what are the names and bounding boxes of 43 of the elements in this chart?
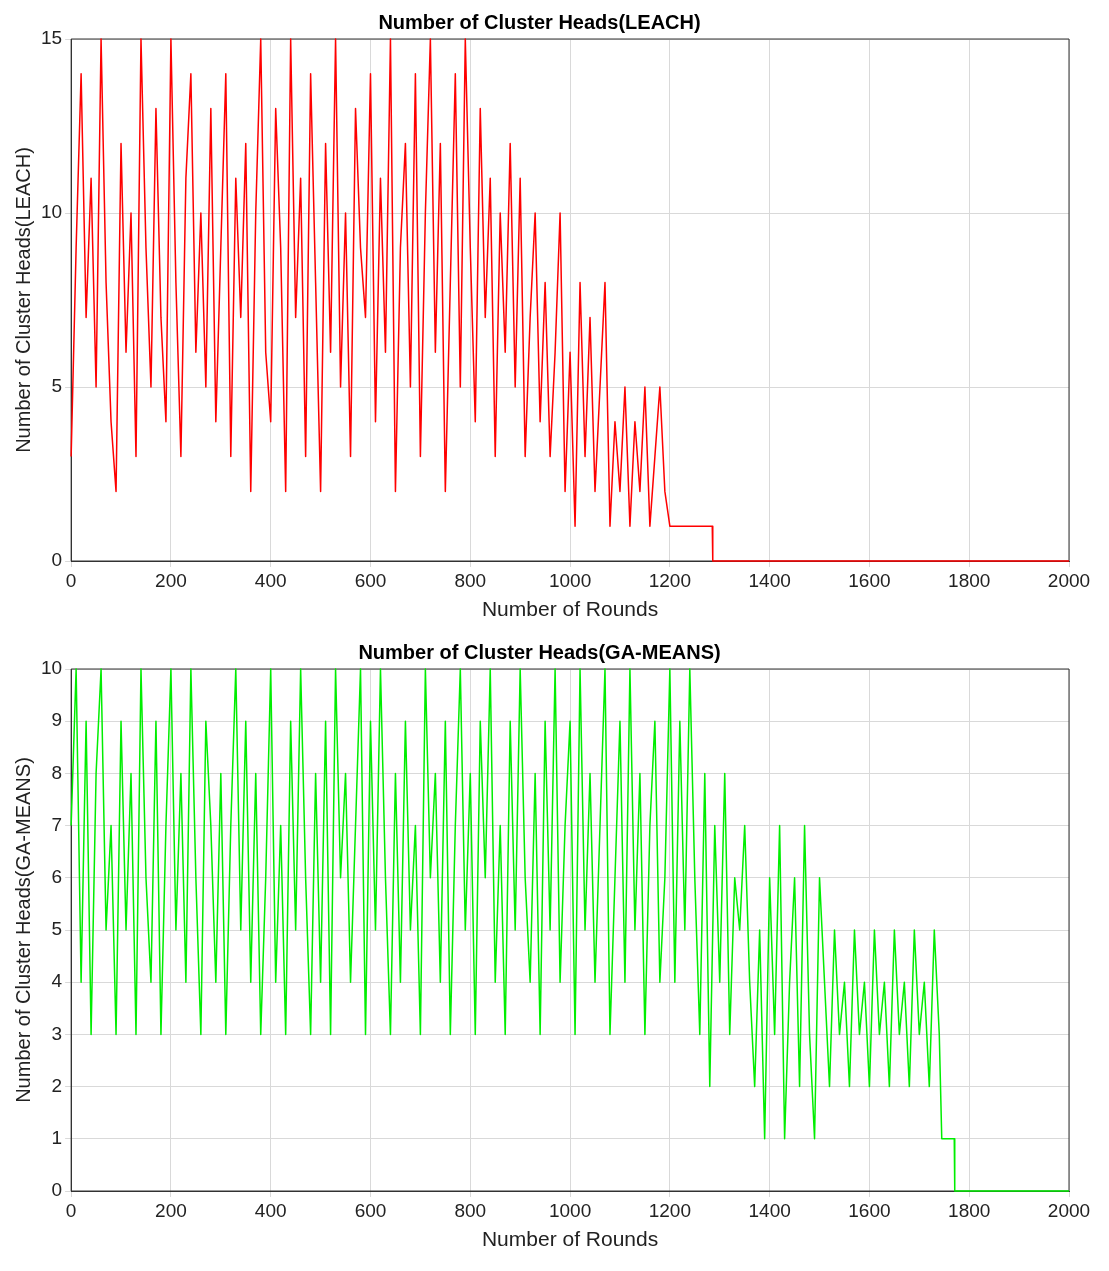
x-tick-label: 1600 bbox=[848, 1199, 891, 1221]
y-tick-label: 9 bbox=[51, 709, 63, 731]
chart-title: Number of Cluster Heads(LEACH) bbox=[378, 10, 701, 33]
x-tick-label: 1200 bbox=[648, 569, 691, 591]
y-tick-label: 10 bbox=[40, 201, 63, 223]
x-tick-label: 1600 bbox=[848, 569, 891, 591]
y-tick-label: 5 bbox=[51, 375, 63, 397]
chart-title: Number of Cluster Heads(GA-MEANS) bbox=[358, 640, 721, 663]
y-tick-label: 8 bbox=[51, 761, 63, 783]
x-tick-label: 400 bbox=[254, 1199, 287, 1221]
x-axis-title: Number of Rounds bbox=[481, 1227, 659, 1251]
y-axis-title: Number of Cluster Heads(LEACH) bbox=[11, 147, 34, 453]
y-tick-label: 7 bbox=[51, 813, 63, 835]
x-axis-title: Number of Rounds bbox=[481, 597, 659, 621]
y-tick-label: 10 bbox=[40, 657, 63, 679]
x-tick-label: 2000 bbox=[1047, 1199, 1091, 1221]
x-tick-label: 600 bbox=[354, 569, 387, 591]
x-tick-label: 2000 bbox=[1047, 569, 1091, 591]
x-tick-label: 1400 bbox=[748, 569, 791, 591]
x-tick-label: 1000 bbox=[548, 1199, 592, 1221]
x-tick-label: 0 bbox=[65, 569, 77, 591]
x-tick-label: 0 bbox=[65, 1199, 77, 1221]
y-tick-label: 5 bbox=[51, 918, 63, 940]
y-tick-label: 0 bbox=[51, 549, 63, 571]
y-tick-label: 6 bbox=[51, 866, 63, 888]
x-tick-label: 800 bbox=[454, 569, 487, 591]
x-tick-label: 1400 bbox=[748, 1199, 791, 1221]
x-tick-label: 1800 bbox=[948, 569, 991, 591]
x-tick-label: 1800 bbox=[948, 1199, 991, 1221]
x-tick-label: 200 bbox=[155, 569, 187, 591]
x-tick-label: 1200 bbox=[648, 1199, 691, 1221]
y-tick-label: 0 bbox=[51, 1179, 63, 1201]
x-tick-label: 800 bbox=[454, 1199, 487, 1221]
x-tick-label: 600 bbox=[354, 1199, 387, 1221]
y-tick-label: 4 bbox=[51, 970, 63, 992]
y-tick-label: 3 bbox=[51, 1022, 63, 1044]
x-tick-label: 400 bbox=[254, 569, 287, 591]
y-axis-title: Number of Cluster Heads(GA-MEANS) bbox=[11, 757, 34, 1103]
y-tick-label: 2 bbox=[51, 1074, 63, 1096]
x-tick-label: 1000 bbox=[548, 569, 592, 591]
y-tick-label: 1 bbox=[51, 1127, 63, 1149]
x-tick-label: 200 bbox=[155, 1199, 187, 1221]
y-tick-label: 15 bbox=[40, 27, 63, 49]
